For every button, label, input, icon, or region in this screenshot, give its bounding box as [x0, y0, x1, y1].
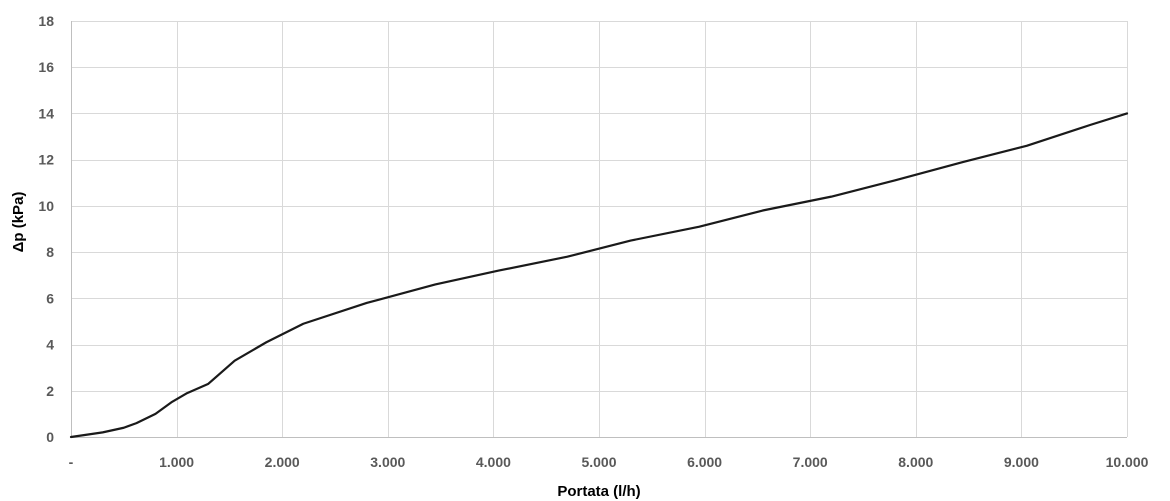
gridlines — [71, 21, 1128, 437]
axes — [71, 21, 1127, 438]
y-tick-label: 14 — [38, 105, 54, 121]
x-tick-label: 3.000 — [370, 454, 405, 470]
y-tick-label: 18 — [38, 13, 54, 29]
x-tick-label: 5.000 — [581, 454, 616, 470]
x-tick-label: 1.000 — [159, 454, 194, 470]
series-line — [69, 112, 1129, 439]
y-axis-title: Δp (kPa) — [10, 192, 27, 253]
y-tick-label: 16 — [38, 59, 54, 75]
series — [69, 112, 1129, 439]
x-tick-label: - — [69, 454, 74, 470]
x-tick-label: 4.000 — [476, 454, 511, 470]
y-tick-label: 8 — [46, 244, 54, 260]
y-tick-label: 0 — [46, 429, 54, 445]
y-tick-label: 6 — [46, 290, 54, 306]
y-tick-label: 4 — [46, 337, 54, 353]
x-tick-label: 7.000 — [793, 454, 828, 470]
y-tick-label: 12 — [38, 152, 54, 168]
tick-labels: 0 2 4 6 8 10 12 14 16 18 - 1.000 2.000 3.000 4.000 5.00… — [38, 13, 1148, 470]
y-tick-label: 10 — [38, 198, 54, 214]
x-axis-title: Portata (l/h) — [557, 483, 640, 500]
x-tick-label: 8.000 — [898, 454, 933, 470]
y-tick-label: 2 — [46, 383, 54, 399]
x-tick-label: 2.000 — [265, 454, 300, 470]
x-tick-label: 6.000 — [687, 454, 722, 470]
x-tick-label: 10.000 — [1106, 454, 1149, 470]
x-tick-label: 9.000 — [1004, 454, 1039, 470]
